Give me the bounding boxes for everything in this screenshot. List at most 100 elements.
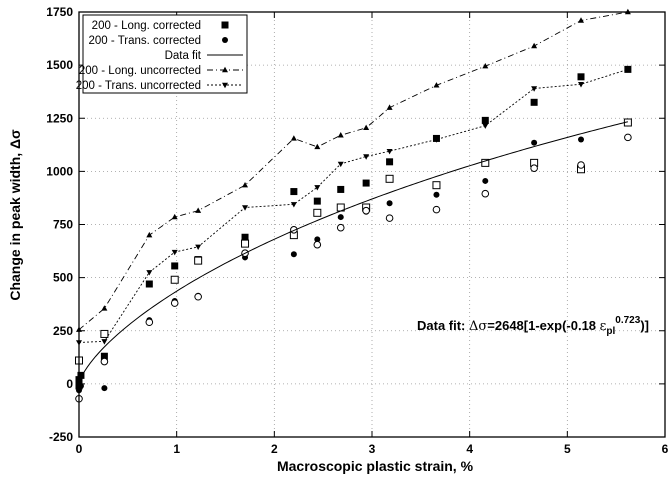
point-shape — [242, 205, 249, 211]
data-point — [314, 236, 321, 243]
point-shape — [313, 208, 322, 217]
legend-marker — [222, 82, 228, 89]
data-point — [314, 143, 321, 150]
y-tick-label: 1500 — [46, 58, 73, 72]
data-point — [481, 158, 490, 167]
series-line — [78, 11, 628, 331]
point-shape — [313, 197, 321, 205]
point-shape — [362, 206, 370, 215]
point-shape — [385, 214, 394, 222]
data-point — [100, 352, 108, 360]
point-shape — [577, 161, 585, 169]
data-point — [337, 161, 344, 168]
y-tick-label: 750 — [53, 218, 73, 232]
point-shape — [101, 385, 108, 392]
legend-entry: 200 - Trans. uncorrected — [76, 80, 243, 92]
point-shape — [337, 214, 344, 221]
point-shape — [194, 292, 202, 301]
fit-annotation: Data fit: Δσ=2648[1-exp(-0.18 εpl0.723)] — [417, 315, 649, 337]
y-tick-label: 1250 — [46, 111, 73, 125]
x-tick-label: 1 — [173, 442, 180, 456]
point-shape — [481, 158, 490, 167]
legend-label: 200 - Trans. uncorrected — [76, 80, 201, 92]
point-shape — [170, 299, 179, 307]
point-shape — [101, 305, 108, 311]
point-shape — [145, 280, 153, 288]
data-point — [624, 133, 632, 142]
legend-marker — [222, 66, 228, 73]
point-shape — [482, 62, 489, 69]
point-shape — [171, 213, 178, 220]
data-point — [363, 154, 370, 160]
data-point — [194, 292, 202, 301]
data-point — [578, 17, 585, 23]
point-shape — [194, 256, 203, 265]
legend-entry: 200 - Long. corrected — [92, 20, 229, 32]
data-point — [481, 116, 489, 124]
point-shape — [624, 67, 631, 73]
point-shape — [578, 136, 585, 143]
x-axis-label: Macroscopic plastic strain, % — [277, 458, 474, 474]
data-point — [386, 104, 393, 110]
data-point — [194, 256, 203, 265]
point-shape — [433, 82, 440, 88]
point-shape — [290, 188, 298, 196]
data-point — [101, 339, 108, 345]
data-point — [314, 185, 321, 191]
point-shape — [386, 148, 393, 155]
y-tick-label: 1000 — [46, 164, 73, 178]
data-point — [481, 189, 490, 198]
data-point — [482, 177, 489, 184]
data-point — [432, 181, 441, 190]
legend: 200 - Long. corrected 200 - Trans. correc… — [76, 14, 248, 94]
point-shape — [241, 239, 250, 248]
point-shape — [101, 339, 108, 345]
point-shape — [222, 82, 228, 89]
data-point — [145, 318, 154, 327]
point-shape — [337, 132, 344, 138]
data-point — [578, 136, 585, 143]
point-shape — [242, 181, 249, 188]
point-shape — [171, 249, 178, 256]
series-1 — [76, 120, 631, 402]
series-layer — [75, 8, 632, 403]
series-4 — [78, 121, 629, 384]
data-point — [242, 205, 249, 211]
data-point — [336, 223, 345, 232]
data-point — [145, 280, 153, 288]
data-point — [242, 181, 249, 188]
series-0 — [75, 65, 632, 390]
x-tick-label: 4 — [466, 442, 473, 456]
fit-annotation-close: )] — [640, 318, 649, 333]
x-tick-label: 6 — [662, 442, 669, 456]
data-point — [432, 205, 441, 214]
fit-annotation-sup: 0.723 — [615, 315, 640, 326]
legend-label: 200 - Trans. corrected — [89, 35, 202, 47]
x-tick-label: 5 — [564, 442, 571, 456]
data-point — [290, 251, 297, 258]
point-shape — [100, 357, 109, 366]
point-shape — [531, 139, 538, 146]
data-point — [624, 67, 631, 73]
plot-frame — [78, 11, 666, 438]
legend-entry: 200 - Long. uncorrected — [79, 65, 243, 77]
point-shape — [146, 231, 153, 238]
point-shape — [314, 185, 321, 191]
x-tick-label: 2 — [271, 442, 278, 456]
point-shape — [386, 158, 394, 166]
y-tick-label: 1750 — [46, 5, 73, 19]
point-shape — [577, 73, 585, 81]
legend-label: 200 - Long. uncorrected — [79, 65, 201, 77]
point-shape — [337, 185, 345, 193]
point-shape — [100, 329, 109, 338]
point-shape — [290, 135, 297, 141]
point-shape — [363, 124, 370, 131]
data-point — [482, 62, 489, 69]
data-point — [100, 329, 109, 338]
data-point — [146, 231, 153, 238]
point-shape — [77, 371, 85, 379]
point-shape — [386, 200, 393, 207]
legend-marker — [221, 21, 229, 29]
